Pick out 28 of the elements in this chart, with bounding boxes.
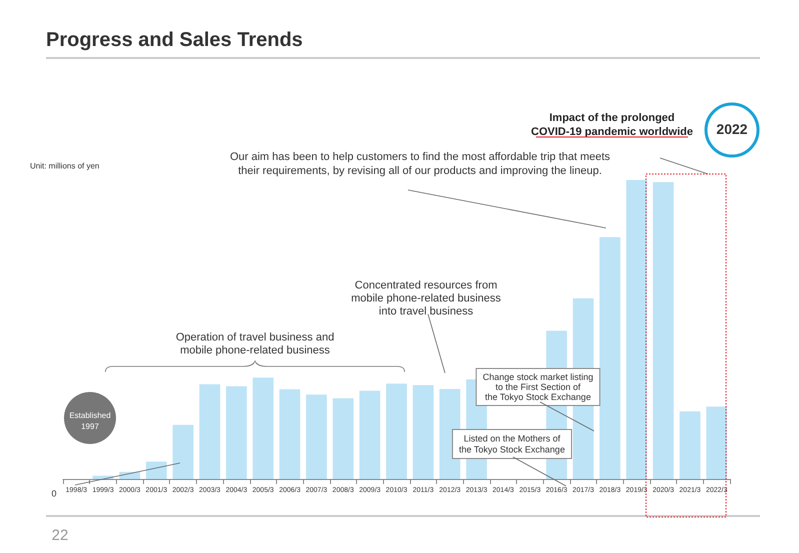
annotation: Operation of travel business and mobile phone-related business xyxy=(176,332,334,356)
bar xyxy=(652,182,674,479)
bar xyxy=(306,394,327,479)
bar xyxy=(146,462,167,479)
bar xyxy=(680,411,700,479)
annotation: Change stock market listing to the First Section of the Tokyo Stock Exchange xyxy=(482,372,594,402)
bar xyxy=(359,390,380,479)
bar xyxy=(626,180,648,479)
chart-title: Progress and Sales Trends xyxy=(46,29,303,51)
bar xyxy=(412,385,434,479)
bar xyxy=(600,237,620,479)
bar xyxy=(386,384,407,479)
bar xyxy=(252,378,274,479)
annotation: Concentrated resources from mobile phone-related business into travel business xyxy=(351,280,502,318)
bar xyxy=(706,406,728,479)
text: 22 xyxy=(52,527,68,544)
bar xyxy=(226,386,247,479)
annotation: Listed on the Mothers of the Tokyo Stock Exchange xyxy=(459,434,565,454)
bar xyxy=(172,424,194,479)
annotation: Established 1997 xyxy=(69,411,111,431)
y-axis-title: Unit: millions of yen xyxy=(30,162,100,170)
text: 2022 xyxy=(716,121,748,137)
bar xyxy=(199,384,220,479)
bar xyxy=(332,398,354,479)
bar xyxy=(279,389,300,479)
text: Our aim has been to help customers to find the most affordable trip that meets their requirements, by revising all of our products and improving the lineup. xyxy=(230,151,611,177)
text: Impact of the prolonged COVID-19 pandemic worldwide xyxy=(531,112,693,138)
text: 0 xyxy=(51,488,57,498)
